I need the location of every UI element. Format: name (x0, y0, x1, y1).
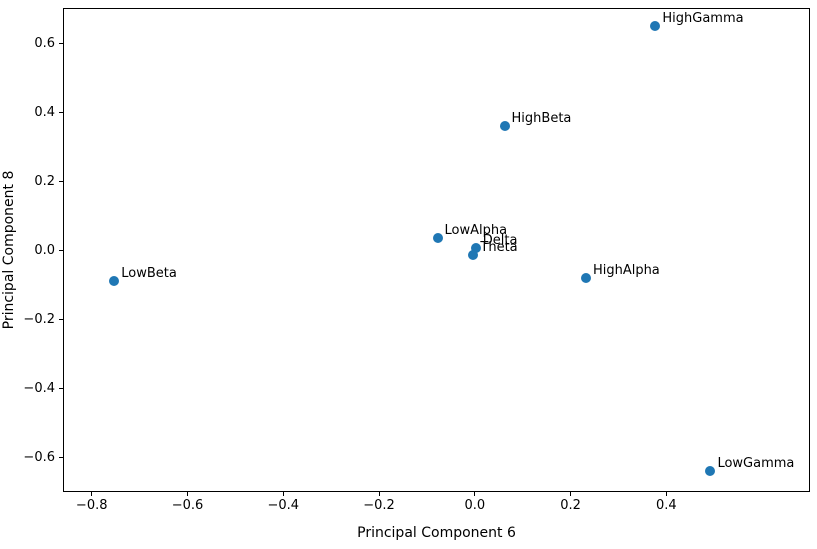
x-axis-label: Principal Component 6 (357, 525, 516, 541)
x-tick-label: −0.6 (171, 498, 204, 513)
y-tick-label: −0.2 (23, 311, 55, 327)
x-tick-label: −0.2 (363, 498, 395, 513)
point-label: Theta (480, 240, 518, 256)
x-tick-label: 0.4 (656, 498, 677, 513)
point-label: HighBeta (511, 110, 572, 126)
y-tick-label: 0.0 (34, 242, 55, 258)
scatter-point (109, 275, 120, 286)
x-tick-label: 0.2 (560, 498, 581, 513)
x-tick-mark (378, 492, 380, 496)
x-tick-mark (91, 492, 93, 496)
scatter-point (650, 20, 661, 31)
scatter-point (468, 250, 479, 261)
plot-area: HighGamma HighBeta LowAlpha Delta Theta HighA… (63, 8, 810, 492)
scatter-point (499, 120, 510, 131)
y-tick-label: 0.4 (34, 104, 55, 120)
scatter-point (705, 465, 716, 476)
y-tick-mark (59, 112, 63, 114)
scatter-point (470, 243, 481, 254)
point-label: Delta (482, 233, 518, 249)
x-tick-label: −0.8 (75, 498, 108, 513)
point-label: HighAlpha (592, 262, 660, 278)
y-tick-mark (59, 319, 63, 321)
point-label: LowAlpha (444, 222, 508, 238)
y-tick-label: −0.4 (23, 380, 55, 396)
x-tick-mark (474, 492, 476, 496)
y-tick-label: 0.2 (34, 173, 55, 189)
y-tick-mark (59, 43, 63, 45)
point-label: HighGamma (662, 10, 744, 26)
point-label: LowGamma (717, 455, 795, 471)
y-tick-mark (59, 250, 63, 252)
x-tick-mark (570, 492, 572, 496)
x-tick-mark (187, 492, 188, 496)
y-tick-mark (59, 388, 63, 390)
y-tick-mark (59, 181, 63, 183)
y-tick-label: 0.6 (34, 35, 55, 51)
x-tick-mark (665, 492, 667, 496)
scatter-point (580, 272, 591, 283)
x-tick-label: −0.4 (267, 498, 300, 513)
y-axis-label: Principal Component 8 (1, 170, 17, 330)
x-tick-mark (282, 492, 284, 496)
y-tick-mark (59, 457, 63, 459)
x-tick-label: 0.0 (464, 498, 486, 513)
point-label: LowBeta (121, 265, 177, 281)
y-tick-label: −0.6 (23, 449, 55, 465)
scatter-point (432, 232, 443, 243)
